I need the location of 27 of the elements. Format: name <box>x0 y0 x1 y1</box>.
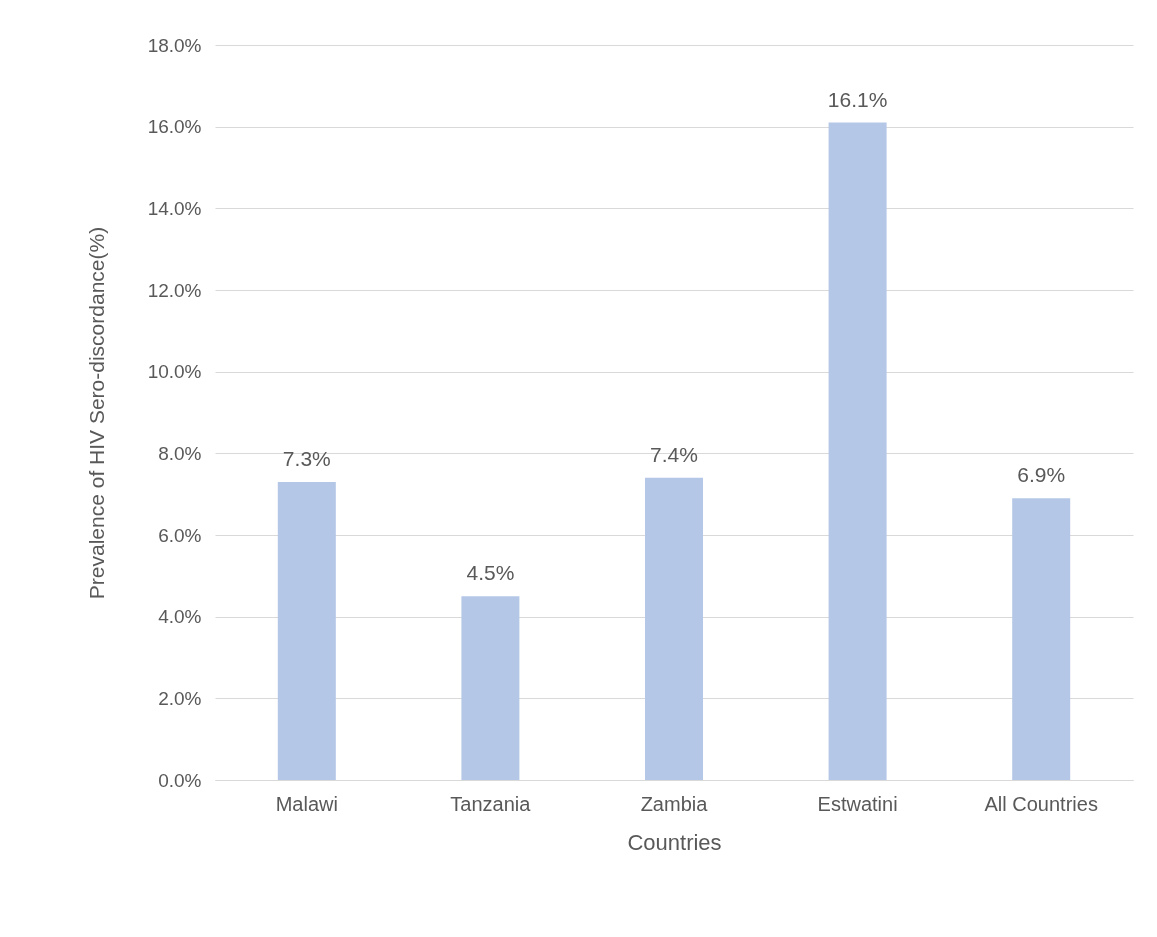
y-tick-label: 2.0% <box>158 687 202 709</box>
bar <box>277 481 336 780</box>
bar <box>645 477 703 780</box>
y-tick-label: 18.0% <box>147 34 202 56</box>
x-tick-label: Estwatini <box>817 792 898 815</box>
y-tick-label: 16.0% <box>147 116 202 138</box>
data-label: 6.9% <box>1017 463 1066 487</box>
x-tick-label: Zambia <box>640 792 709 815</box>
x-axis-title: Countries <box>627 829 722 855</box>
bar <box>1012 498 1071 780</box>
y-tick-label: 8.0% <box>158 442 202 464</box>
bar <box>461 596 520 780</box>
data-label: 7.3% <box>282 446 331 470</box>
x-tick-label: Malawi <box>275 792 338 815</box>
data-label: 4.5% <box>466 561 515 585</box>
x-tick-label: Tanzania <box>450 792 532 815</box>
y-tick-label: 12.0% <box>147 279 202 301</box>
y-tick-label: 6.0% <box>158 524 202 546</box>
y-tick-label: 0.0% <box>158 769 202 791</box>
y-tick-label: 10.0% <box>147 361 202 383</box>
bar <box>828 122 887 780</box>
x-tick-label: All Countries <box>984 792 1098 815</box>
y-tick-label: 14.0% <box>147 197 202 219</box>
y-tick-label: 4.0% <box>158 606 202 628</box>
data-label: 7.4% <box>650 442 698 466</box>
y-axis-title: Prevalence of HIV Sero-discordance(%) <box>84 226 108 600</box>
data-label: 16.1% <box>827 87 888 111</box>
